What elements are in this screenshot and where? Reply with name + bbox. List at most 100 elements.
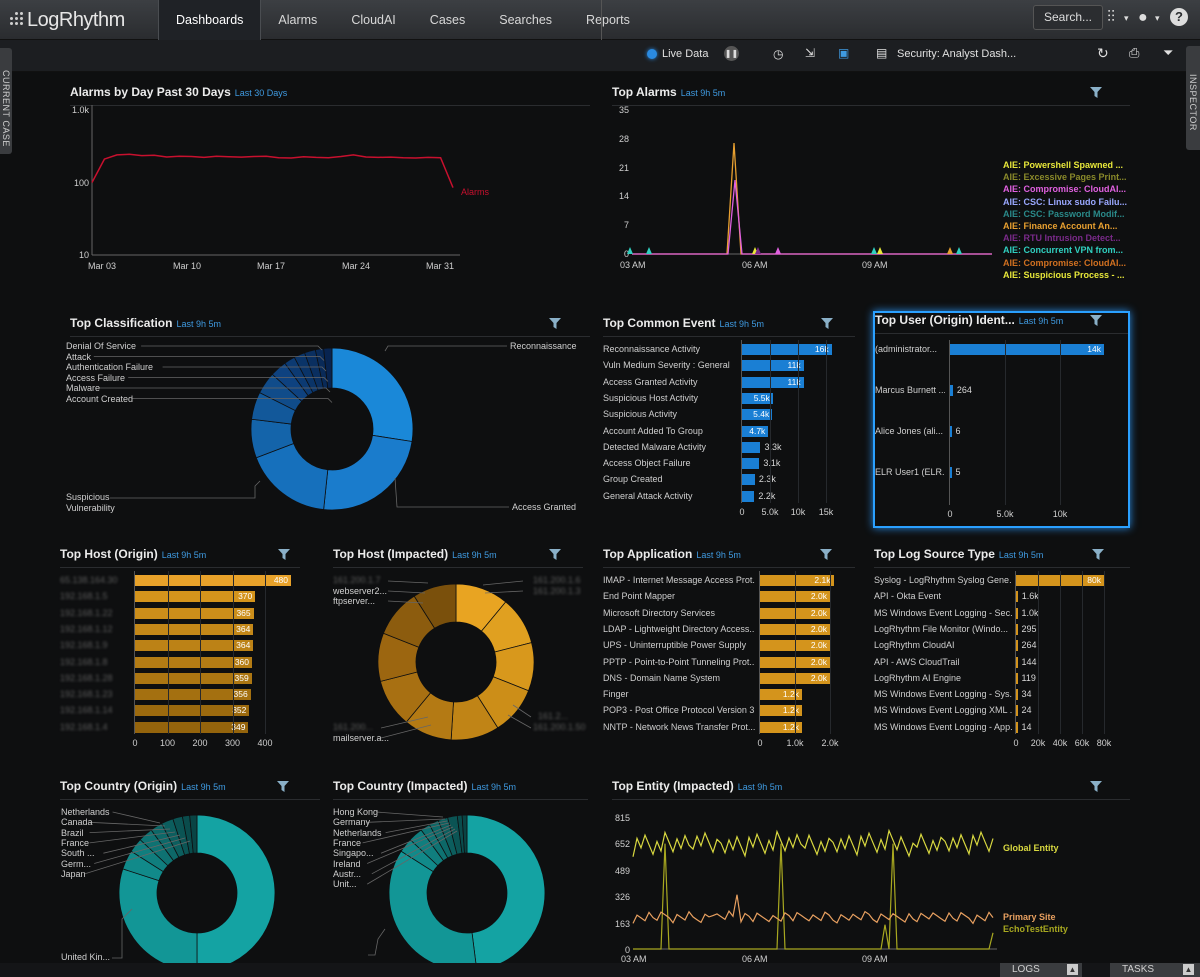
nav-tab-cloudai[interactable]: CloudAI [351,13,396,27]
legend-item[interactable]: Primary Site [1003,912,1056,922]
bar[interactable]: 360 [135,656,252,668]
bar[interactable]: 2.1k [760,575,834,586]
bar[interactable]: 11k [742,376,804,388]
layout-name[interactable]: Security: Analyst Dash... [897,48,1017,60]
logs-tab[interactable]: LOGS ▲ [1000,963,1082,977]
bar[interactable]: 14k [950,344,1104,355]
bar[interactable]: 480 [135,575,291,586]
refresh-icon[interactable]: ↻ [1097,45,1109,61]
bar[interactable]: 4.7k [742,425,769,437]
bar[interactable]: 11k [742,360,804,372]
legend-item[interactable]: AIE: Finance Account An... [1003,221,1118,231]
bar[interactable]: 1.2k [760,705,802,717]
bar[interactable] [950,385,953,396]
logrhythm-logo[interactable]: LogRhythm [10,9,125,32]
nav-tab-reports[interactable]: Reports [586,13,630,27]
bar[interactable]: 365 [135,607,254,619]
panel-filter-icon[interactable] [1090,315,1102,326]
top-user-panel[interactable]: Top User (Origin) Ident... Last 9h 5m (adm… [873,311,1130,528]
live-data-label[interactable]: Live Data [662,48,709,60]
donut-slice[interactable] [189,814,198,854]
legend-item[interactable]: AIE: RTU Intrusion Detect... [1003,233,1121,244]
panel-filter-icon[interactable] [820,549,832,560]
donut-slice[interactable] [466,814,546,971]
bar[interactable] [1016,705,1018,717]
nav-tab-cases[interactable]: Cases [429,13,466,27]
panel-filter-icon[interactable] [821,318,833,329]
legend-item[interactable]: EchoTestEntity [1003,924,1068,934]
bar[interactable]: 5.4k [742,409,773,421]
legend-item[interactable]: AIE: Compromise: CloudAI... [1003,184,1127,195]
legend-item[interactable]: AIE: Concurrent VPN from... [1003,245,1124,256]
logs-expand-icon[interactable]: ▲ [1067,964,1078,975]
export-icon[interactable]: ⇲ [805,46,816,60]
bar[interactable]: 16k [742,344,832,355]
user-chevron-down-icon[interactable]: ▾ [1155,13,1160,23]
bar[interactable] [1016,689,1018,701]
nav-tab-dashboards[interactable]: Dashboards [158,0,262,40]
inspector-side-tab[interactable]: INSPECTOR [1186,46,1200,150]
donut-slice[interactable] [461,814,468,854]
current-case-side-tab[interactable]: CURRENT CASE [0,48,12,154]
clock-icon[interactable]: ◷ [773,47,784,61]
bar[interactable]: 1.2k [760,721,802,733]
bar[interactable]: 352 [135,705,250,717]
bar[interactable]: 349 [135,721,249,733]
bar[interactable] [1016,721,1018,733]
bar[interactable] [1016,656,1018,668]
panel-filter-icon[interactable] [1090,87,1102,98]
bar[interactable]: 356 [135,689,251,701]
bar[interactable] [742,474,755,486]
legend-item[interactable]: AIE: Powershell Spawned ... [1003,160,1124,170]
nav-tab-searches[interactable]: Searches [499,13,553,27]
nav-tab-alarms[interactable]: Alarms [278,13,318,27]
panel-filter-icon[interactable] [1090,781,1102,792]
panel-filter-icon[interactable] [549,549,561,560]
bar[interactable] [1016,640,1018,652]
filter-icon[interactable]: ⏷ [1163,45,1174,60]
bar[interactable]: 1.2k [760,689,802,701]
bar[interactable] [742,441,761,453]
bar[interactable]: 370 [135,591,256,603]
legend-item[interactable]: AIE: Excessive Pages Print... [1003,172,1127,183]
legend-item[interactable]: AIE: Compromise: CloudAI... [1003,257,1127,268]
bar[interactable]: 364 [135,640,254,652]
help-icon[interactable]: ? [1170,8,1188,26]
bar[interactable]: 364 [135,623,254,635]
legend-item[interactable]: AIE: CSC: Password Modif... [1003,208,1125,219]
donut-slice[interactable] [118,868,198,972]
bar[interactable] [1016,607,1018,619]
legend-item[interactable]: AIE: CSC: Linux sudo Failu... [1003,196,1128,207]
panel-filter-icon[interactable] [278,549,290,560]
sliders-icon[interactable]: ⫶⫶ [1107,9,1116,26]
donut-slice[interactable] [323,434,413,511]
panel-filter-icon[interactable] [277,781,289,792]
donut-slice[interactable] [323,347,333,389]
tasks-tab[interactable]: TASKS ▲ [1110,963,1200,977]
bar[interactable]: 359 [135,672,252,684]
bar[interactable] [1016,672,1018,684]
bar[interactable] [1016,591,1018,603]
bar-label: 192.168.1.14 [60,705,113,716]
bar[interactable] [950,467,952,478]
panel-filter-icon[interactable] [1092,549,1104,560]
legend-item[interactable]: Global Entity [1003,843,1059,853]
bar[interactable] [1016,623,1018,635]
bar[interactable] [742,490,755,502]
panel-filter-icon[interactable] [549,318,561,329]
pause-icon[interactable]: ❚❚ [724,46,739,61]
user-icon[interactable]: ● [1138,9,1148,26]
chevron-down-icon[interactable]: ▾ [1124,13,1129,23]
bar[interactable] [742,458,760,470]
donut-slice[interactable] [388,850,478,972]
search-button[interactable]: Search... [1033,5,1103,30]
donut-slice[interactable] [331,347,414,442]
donut-slice[interactable] [196,814,276,972]
print-icon[interactable]: ⎙ [1129,45,1140,60]
save-icon[interactable]: ▣ [838,46,850,60]
donut-slice[interactable] [413,583,457,629]
bar[interactable] [950,426,952,437]
bar[interactable]: 5.5k [742,392,773,404]
legend-item[interactable]: AIE: Suspicious Process - ... [1003,269,1125,280]
tasks-expand-icon[interactable]: ▲ [1183,964,1194,975]
